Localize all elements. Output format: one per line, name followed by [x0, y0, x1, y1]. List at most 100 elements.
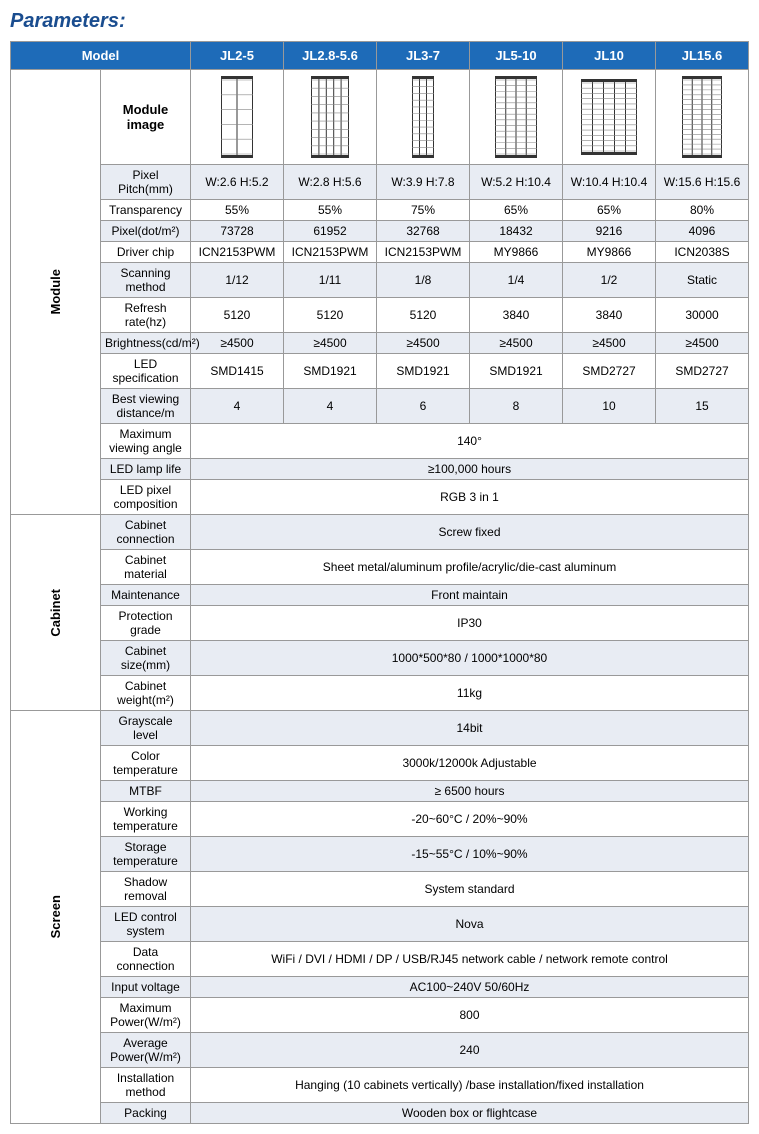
- cell: 6: [377, 389, 470, 424]
- row-label: Shadow removal: [101, 872, 191, 907]
- row-label: LED lamp life: [101, 459, 191, 480]
- row-label: LED pixel composition: [101, 480, 191, 515]
- cell: 75%: [377, 200, 470, 221]
- group-screen: Screen: [11, 711, 101, 1124]
- module-image-5: [656, 70, 749, 165]
- cell: 1/12: [191, 263, 284, 298]
- module-image-3: [470, 70, 563, 165]
- cell: W:2.8 H:5.6: [284, 165, 377, 200]
- row-label: Transparency: [101, 200, 191, 221]
- row-span-value: 140°: [191, 424, 749, 459]
- row-span-value: Sheet metal/aluminum profile/acrylic/die…: [191, 550, 749, 585]
- module-image-1: [284, 70, 377, 165]
- cell: 65%: [470, 200, 563, 221]
- cell: ≥4500: [656, 333, 749, 354]
- row-label: Color temperature: [101, 746, 191, 781]
- cell: 10: [563, 389, 656, 424]
- cell: 32768: [377, 221, 470, 242]
- cell: SMD1921: [284, 354, 377, 389]
- row-label: Grayscale level: [101, 711, 191, 746]
- row-span-value: 800: [191, 998, 749, 1033]
- row-span-value: ≥ 6500 hours: [191, 781, 749, 802]
- cell: ICN2038S: [656, 242, 749, 263]
- cell: ICN2153PWM: [377, 242, 470, 263]
- row-span-value: WiFi / DVI / HDMI / DP / USB/RJ45 networ…: [191, 942, 749, 977]
- cell: SMD1921: [377, 354, 470, 389]
- cell: ICN2153PWM: [191, 242, 284, 263]
- row-label: Scanning method: [101, 263, 191, 298]
- row-label: Packing: [101, 1103, 191, 1124]
- row-label: Cabinet connection: [101, 515, 191, 550]
- cell: ≥4500: [284, 333, 377, 354]
- row-label: Best viewing distance/m: [101, 389, 191, 424]
- cell: 5120: [191, 298, 284, 333]
- row-span-value: ≥100,000 hours: [191, 459, 749, 480]
- row-label: Pixel Pitch(mm): [101, 165, 191, 200]
- cell: 8: [470, 389, 563, 424]
- cell: 30000: [656, 298, 749, 333]
- row-span-value: 240: [191, 1033, 749, 1068]
- row-span-value: 3000k/12000k Adjustable: [191, 746, 749, 781]
- row-span-value: 1000*500*80 / 1000*1000*80: [191, 641, 749, 676]
- cell: 3840: [470, 298, 563, 333]
- row-span-value: Screw fixed: [191, 515, 749, 550]
- cell: 18432: [470, 221, 563, 242]
- row-label: Data connection: [101, 942, 191, 977]
- cell: 73728: [191, 221, 284, 242]
- cell: 4: [284, 389, 377, 424]
- cell: W:2.6 H:5.2: [191, 165, 284, 200]
- cell: MY9866: [470, 242, 563, 263]
- row-label: Installation method: [101, 1068, 191, 1103]
- header-col-5: JL15.6: [656, 42, 749, 70]
- row-label: Brightness(cd/m²): [101, 333, 191, 354]
- header-col-2: JL3-7: [377, 42, 470, 70]
- cell: ≥4500: [470, 333, 563, 354]
- cell: 4096: [656, 221, 749, 242]
- row-span-value: Wooden box or flightcase: [191, 1103, 749, 1124]
- cell: 1/4: [470, 263, 563, 298]
- row-label: Protection grade: [101, 606, 191, 641]
- group-module: Module: [11, 70, 101, 515]
- row-label: Maximum Power(W/m²): [101, 998, 191, 1033]
- row-label: Input voltage: [101, 977, 191, 998]
- row-label: LED specification: [101, 354, 191, 389]
- row-label: Pixel(dot/m²): [101, 221, 191, 242]
- cell: W:5.2 H:10.4: [470, 165, 563, 200]
- row-span-value: Hanging (10 cabinets vertically) /base i…: [191, 1068, 749, 1103]
- cell: Static: [656, 263, 749, 298]
- cell: W:3.9 H:7.8: [377, 165, 470, 200]
- row-label: Average Power(W/m²): [101, 1033, 191, 1068]
- cell: W:10.4 H:10.4: [563, 165, 656, 200]
- cell: ≥4500: [191, 333, 284, 354]
- cell: 3840: [563, 298, 656, 333]
- cell: 1/2: [563, 263, 656, 298]
- cell: 80%: [656, 200, 749, 221]
- row-label: Cabinet size(mm): [101, 641, 191, 676]
- cell: 9216: [563, 221, 656, 242]
- header-col-3: JL5-10: [470, 42, 563, 70]
- module-image-0: [191, 70, 284, 165]
- cell: 1/8: [377, 263, 470, 298]
- row-span-value: -15~55°C / 10%~90%: [191, 837, 749, 872]
- header-model: Model: [11, 42, 191, 70]
- cell: ≥4500: [563, 333, 656, 354]
- cell: SMD2727: [563, 354, 656, 389]
- cell: 65%: [563, 200, 656, 221]
- row-span-value: Nova: [191, 907, 749, 942]
- page-title: Parameters:: [10, 10, 749, 33]
- row-span-value: System standard: [191, 872, 749, 907]
- cell: SMD1415: [191, 354, 284, 389]
- cell: 55%: [191, 200, 284, 221]
- row-label: MTBF: [101, 781, 191, 802]
- row-label: LED control system: [101, 907, 191, 942]
- row-label: Storage temperature: [101, 837, 191, 872]
- header-row: Model JL2-5 JL2.8-5.6 JL3-7 JL5-10 JL10 …: [11, 42, 749, 70]
- parameters-table: Model JL2-5 JL2.8-5.6 JL3-7 JL5-10 JL10 …: [10, 41, 749, 1124]
- row-span-value: AC100~240V 50/60Hz: [191, 977, 749, 998]
- cell: 61952: [284, 221, 377, 242]
- cell: ICN2153PWM: [284, 242, 377, 263]
- module-image-label: Module image: [101, 70, 191, 165]
- row-span-value: 14bit: [191, 711, 749, 746]
- header-col-1: JL2.8-5.6: [284, 42, 377, 70]
- cell: 1/11: [284, 263, 377, 298]
